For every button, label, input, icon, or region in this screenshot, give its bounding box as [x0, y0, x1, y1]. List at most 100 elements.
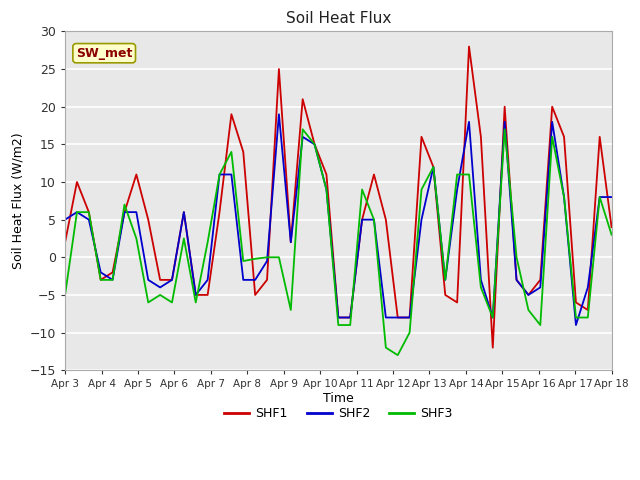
SHF2 [216, 171, 223, 177]
SHF1 [442, 292, 449, 298]
SHF2 [418, 217, 426, 223]
SHF3 [513, 254, 520, 260]
SHF1 [536, 277, 544, 283]
SHF1 [346, 314, 354, 320]
SHF1 [429, 164, 437, 170]
SHF2 [513, 277, 520, 283]
SHF1 [453, 300, 461, 305]
SHF2 [145, 277, 152, 283]
SHF3 [536, 322, 544, 328]
SHF2 [97, 269, 104, 275]
SHF2 [394, 314, 401, 320]
SHF2 [442, 277, 449, 283]
SHF2 [109, 277, 116, 283]
SHF2 [548, 119, 556, 125]
SHF1 [85, 209, 93, 215]
SHF3 [394, 352, 401, 358]
SHF3 [501, 126, 509, 132]
SHF1 [97, 277, 104, 283]
SHF2 [156, 285, 164, 290]
SHF3 [584, 314, 591, 320]
SHF3 [299, 126, 307, 132]
SHF3 [311, 142, 319, 147]
Title: Soil Heat Flux: Soil Heat Flux [285, 11, 391, 26]
SHF1 [156, 277, 164, 283]
SHF3 [156, 292, 164, 298]
SHF2 [73, 209, 81, 215]
X-axis label: Time: Time [323, 392, 354, 405]
SHF2 [382, 314, 390, 320]
SHF3 [548, 134, 556, 140]
SHF3 [608, 232, 616, 238]
SHF1 [406, 314, 413, 320]
SHF2 [120, 209, 128, 215]
SHF1 [335, 314, 342, 320]
SHF1 [608, 224, 616, 230]
SHF3 [370, 217, 378, 223]
SHF2 [477, 277, 484, 283]
SHF3 [465, 171, 473, 177]
SHF1 [465, 44, 473, 49]
SHF1 [370, 171, 378, 177]
SHF2 [275, 111, 283, 117]
SHF2 [252, 277, 259, 283]
SHF3 [525, 307, 532, 313]
SHF2 [61, 217, 69, 223]
SHF2 [204, 277, 211, 283]
SHF2 [584, 285, 591, 290]
SHF2 [525, 292, 532, 298]
SHF2 [346, 314, 354, 320]
SHF2 [596, 194, 604, 200]
SHF1 [299, 96, 307, 102]
SHF1 [109, 269, 116, 275]
SHF1 [477, 134, 484, 140]
SHF3 [145, 300, 152, 305]
SHF1 [287, 240, 294, 245]
SHF1 [489, 345, 497, 350]
SHF1 [168, 277, 176, 283]
SHF1 [394, 314, 401, 320]
SHF3 [168, 300, 176, 305]
SHF3 [73, 209, 81, 215]
SHF2 [85, 217, 93, 223]
SHF1 [216, 209, 223, 215]
SHF1 [239, 149, 247, 155]
SHF2 [536, 285, 544, 290]
SHF3 [61, 292, 69, 298]
SHF2 [239, 277, 247, 283]
SHF1 [275, 66, 283, 72]
Line: SHF2: SHF2 [65, 114, 612, 325]
SHF1 [418, 134, 426, 140]
SHF1 [596, 134, 604, 140]
Legend: SHF1, SHF2, SHF3: SHF1, SHF2, SHF3 [219, 402, 458, 425]
SHF3 [228, 149, 236, 155]
SHF3 [263, 254, 271, 260]
SHF2 [453, 187, 461, 192]
SHF3 [489, 314, 497, 320]
SHF3 [132, 236, 140, 241]
SHF2 [358, 217, 366, 223]
SHF1 [572, 300, 580, 305]
SHF3 [346, 322, 354, 328]
SHF3 [204, 240, 211, 245]
SHF2 [429, 164, 437, 170]
SHF3 [335, 322, 342, 328]
SHF2 [501, 119, 509, 125]
SHF3 [406, 330, 413, 336]
SHF2 [335, 314, 342, 320]
SHF1 [382, 217, 390, 223]
SHF3 [239, 258, 247, 264]
SHF1 [584, 307, 591, 313]
SHF2 [370, 217, 378, 223]
SHF3 [180, 236, 188, 241]
SHF3 [453, 171, 461, 177]
SHF2 [263, 258, 271, 264]
SHF2 [192, 292, 200, 298]
SHF3 [442, 277, 449, 283]
SHF3 [429, 164, 437, 170]
SHF1 [263, 277, 271, 283]
SHF1 [525, 292, 532, 298]
SHF2 [311, 142, 319, 147]
SHF3 [120, 202, 128, 207]
SHF3 [216, 171, 223, 177]
